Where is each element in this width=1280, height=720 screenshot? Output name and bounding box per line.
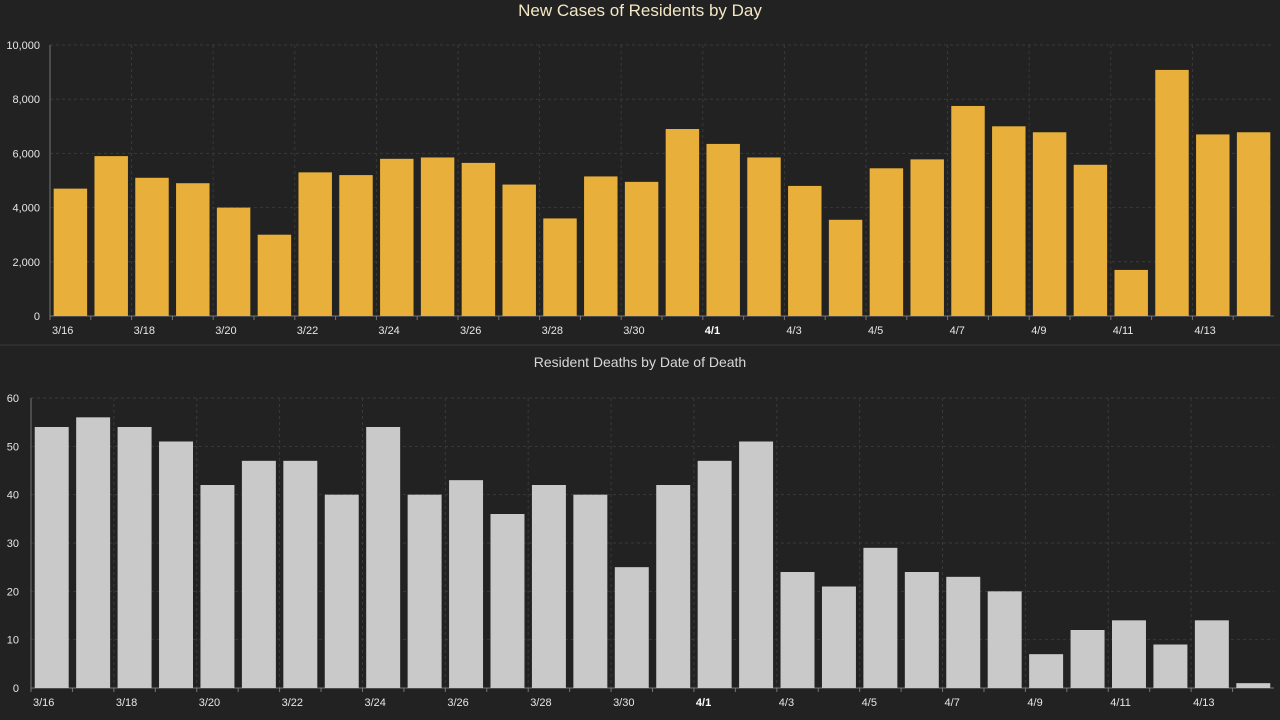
cases-x-tick-label: 4/7 xyxy=(950,325,965,337)
cases-x-tick-label: 3/22 xyxy=(297,325,318,337)
cases-x-tick-label: 4/13 xyxy=(1194,325,1215,337)
cases-x-tick-label: 3/16 xyxy=(52,325,73,337)
cases-x-tick-label: 4/9 xyxy=(1031,325,1046,337)
cases-bar-3-27[interactable] xyxy=(502,184,536,316)
cases-bar-4-1[interactable] xyxy=(706,143,740,316)
cases-bar-3-30[interactable] xyxy=(624,181,659,316)
cases-y-tick-label: 4,000 xyxy=(12,203,40,215)
cases-bar-3-25[interactable] xyxy=(420,157,455,316)
cases-bar-4-9[interactable] xyxy=(1032,132,1067,316)
cases-bar-4-2[interactable] xyxy=(747,157,781,316)
deaths-chart-panel xyxy=(0,346,1280,720)
cases-y-tick-label: 6,000 xyxy=(12,148,40,160)
cases-bar-3-21[interactable] xyxy=(257,234,292,316)
cases-bar-4-12[interactable] xyxy=(1155,69,1189,316)
cases-x-tick-label: 3/20 xyxy=(215,325,236,337)
cases-y-tick-label: 8,000 xyxy=(12,94,40,106)
cases-x-tick-label: 4/11 xyxy=(1113,325,1134,337)
cases-chart-title: New Cases of Residents by Day xyxy=(518,1,762,20)
cases-x-tick-label: 4/5 xyxy=(868,325,883,337)
cases-chart-panel: New Cases of Residents by Day 0 2,000 4,00… xyxy=(0,0,1280,344)
cases-bar-4-8[interactable] xyxy=(992,126,1026,316)
cases-bar-3-16[interactable] xyxy=(53,188,88,316)
cases-bar-4-4[interactable] xyxy=(828,219,863,316)
cases-x-tick-label: 4/3 xyxy=(786,325,801,337)
cases-x-tick-label: 3/26 xyxy=(460,325,481,337)
cases-bar-4-5[interactable] xyxy=(869,168,904,316)
cases-bar-3-31[interactable] xyxy=(665,129,700,316)
chart-divider xyxy=(0,344,1280,346)
cases-x-tick-label: 3/28 xyxy=(542,325,563,337)
cases-x-tick-label: 3/30 xyxy=(623,325,644,337)
cases-x-tick-label: 3/24 xyxy=(378,325,399,337)
cases-bar-4-14[interactable] xyxy=(1236,132,1271,316)
cases-bar-3-23[interactable] xyxy=(339,175,373,316)
cases-bar-3-26[interactable] xyxy=(461,162,496,316)
cases-bar-3-18[interactable] xyxy=(135,177,169,316)
cases-bar-4-11[interactable] xyxy=(1114,269,1148,316)
cases-bar-4-13[interactable] xyxy=(1196,134,1230,316)
cases-bar-3-29[interactable] xyxy=(584,176,618,316)
cases-bar-4-7[interactable] xyxy=(951,105,985,316)
cases-y-tick-label: 0 xyxy=(34,311,40,323)
cases-bar-3-19[interactable] xyxy=(176,183,210,316)
cases-bar-3-20[interactable] xyxy=(216,207,251,316)
cases-y-tick-label: 10,000 xyxy=(6,40,40,52)
cases-bar-4-10[interactable] xyxy=(1073,164,1108,316)
cases-bar-chart: 0 2,000 4,000 6,000 8,000 10,000 3/16 3/18 3/20 3… xyxy=(6,40,1274,337)
cases-bar-3-24[interactable] xyxy=(380,158,414,316)
cases-bar-4-6[interactable] xyxy=(910,159,944,316)
cases-y-tick-label: 2,000 xyxy=(12,257,40,269)
cases-x-tick-label: 4/1 xyxy=(705,325,720,337)
cases-bar-3-17[interactable] xyxy=(94,156,128,316)
cases-bar-4-3[interactable] xyxy=(788,185,822,316)
cases-bar-3-28[interactable] xyxy=(543,218,577,316)
cases-x-tick-label: 3/18 xyxy=(134,325,155,337)
cases-bar-3-22[interactable] xyxy=(298,172,332,316)
deaths-chart-title: Resident Deaths by Date of Death xyxy=(533,354,747,370)
